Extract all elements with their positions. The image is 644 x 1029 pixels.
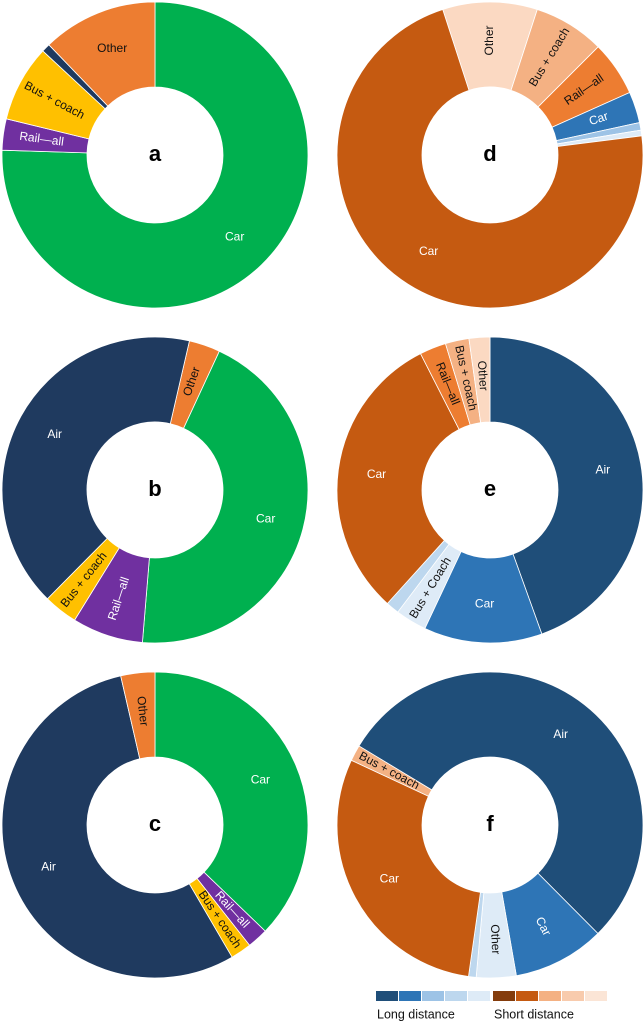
slice-label: Other [475,360,491,391]
slice-label: Other [97,41,127,55]
legend-swatch [539,991,561,1001]
donut-slice [358,671,644,935]
donut-slice [468,336,491,424]
donut-slice [1,675,233,979]
legend-swatch [493,991,515,1001]
slice-label: Car [367,467,386,481]
legend-swatch [422,991,444,1001]
chart-title: f [486,811,494,836]
chart-title: d [483,141,496,166]
slice-label: Car [419,244,438,258]
donut-slice [489,336,644,635]
legend-swatch [399,991,421,1001]
donut-slice [141,350,309,644]
slice-label: Other [488,924,503,955]
slice-label: Air [595,462,610,476]
legend-label: Short distance [494,1007,574,1021]
slice-label: Air [47,427,62,441]
slice-label: Other [134,695,151,726]
slice-label: Rail—all [19,129,65,149]
donut-slice [1,336,190,600]
chart-title: e [484,476,496,501]
donut-slice [336,8,644,309]
legend-swatch [376,991,398,1001]
legend-swatch [516,991,538,1001]
legend-swatch [445,991,467,1001]
donut-slice [120,671,156,760]
chart-title: a [149,141,162,166]
slice-label: Air [553,727,568,741]
slice-label: Air [41,859,56,873]
legend-swatch [468,991,490,1001]
legend-label: Long distance [377,1007,455,1021]
donut-slice [336,353,460,605]
legend-swatch [585,991,607,1001]
slice-label: Car [225,229,244,243]
slice-label: Car [587,109,610,128]
chart-title: c [149,811,161,836]
chart-title: b [148,476,161,501]
slice-label: Other [482,25,496,55]
slice-label: Car [256,511,275,525]
donut-slice [154,671,309,932]
donut-slice [336,759,481,977]
slice-label: Car [251,772,270,786]
slice-label: Car [475,597,494,611]
slice-label: Car [380,872,399,886]
legend: Long distance Short distance [376,991,607,1021]
donut-slice [48,1,156,107]
legend-swatch [562,991,584,1001]
donut-slice [1,1,309,309]
